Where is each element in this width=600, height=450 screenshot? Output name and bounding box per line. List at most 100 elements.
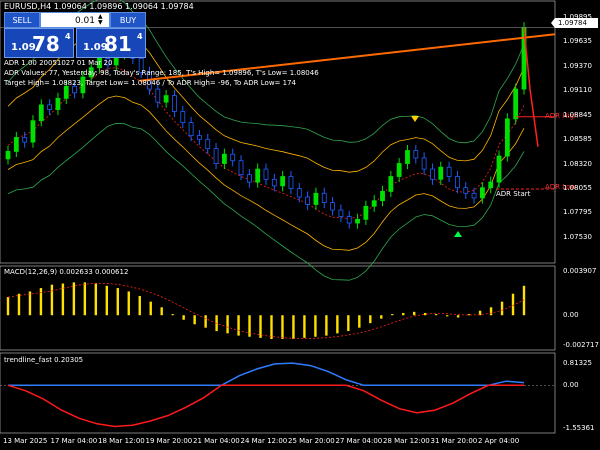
candle-body (163, 95, 169, 103)
macd-bar (336, 315, 339, 334)
time-axis-label: 25 Mar 20:00 (288, 437, 335, 445)
one-click-trading-panel: SELL 0.01 ▲ ▼ BUY 1.09 78 4 1.09 81 4 (4, 12, 146, 58)
macd-signal-line (7, 282, 525, 340)
candle-body (105, 57, 111, 66)
macd-bar (182, 315, 185, 320)
time-axis-label: 27 Mar 04:00 (335, 437, 383, 445)
macd-bar (72, 282, 76, 316)
buy-price-box[interactable]: 1.09 81 4 (76, 28, 146, 58)
macd-bar (456, 315, 460, 318)
candle-body (346, 216, 352, 224)
sell-signal-arrow (411, 116, 419, 122)
buy-price-main: 81 (104, 32, 132, 56)
lot-size-input[interactable]: 0.01 ▲ ▼ (40, 12, 110, 28)
macd-bar (138, 295, 141, 316)
macd-title: MACD(12,26,9) 0.002633 0.000612 (4, 268, 129, 276)
macd-bar (347, 315, 350, 332)
price-axis-label: 1.09370 (563, 61, 592, 70)
candle-body (246, 174, 252, 183)
time-axis-label: 31 Mar 20:00 (430, 437, 478, 445)
adr-info-line-1: ADR 1.00 20051027 01 Mar 20 (4, 59, 113, 67)
adr-trendline (139, 33, 556, 82)
candle-body (305, 196, 311, 205)
candle-body (371, 200, 377, 207)
macd-bar (325, 315, 328, 336)
candle-body (180, 111, 186, 123)
sell-button[interactable]: SELL (4, 12, 40, 28)
macd-bar (94, 283, 98, 316)
price-axis-label: 1.08585 (563, 134, 592, 143)
macd-axis-label: 0.003907 (563, 267, 597, 275)
price-axis-label: 1.09895 (563, 13, 592, 21)
macd-bar (391, 314, 394, 316)
macd-bar (237, 315, 240, 336)
candle-body (30, 120, 36, 143)
adr-low-label: ADR Low (545, 183, 577, 191)
candle-body (463, 187, 469, 194)
macd-bar (248, 315, 251, 337)
price-axis-label: 1.07530 (563, 233, 592, 241)
trendline-axis-label: 0.81325 (563, 359, 592, 367)
trendline-axis-label: -1.55361 (563, 424, 595, 432)
price-axis-label: 1.09110 (563, 86, 592, 95)
candle-body (496, 155, 502, 183)
macd-bar (6, 297, 10, 316)
buy-button[interactable]: BUY (110, 12, 146, 28)
macd-bar (478, 310, 482, 316)
candle-body (438, 166, 444, 180)
trend-negative-line (7, 384, 524, 428)
upper-outer-band (7, 0, 525, 144)
macd-bar (522, 285, 526, 316)
candle-body (388, 176, 394, 192)
macd-bar (226, 315, 229, 334)
macd-bar (259, 315, 262, 338)
candle-body (72, 85, 77, 94)
candle-body (13, 137, 19, 152)
candle-body (338, 209, 344, 217)
chart-title: EURUSD,H4 1.09064 1.09896 1.09064 1.0978… (4, 2, 194, 11)
macd-panel-frame (0, 265, 556, 351)
candle-body (479, 187, 485, 199)
macd-axis-label: -0.002717 (563, 341, 599, 349)
candle-body (213, 148, 219, 164)
lower-inner-band (7, 95, 525, 251)
sell-price-box[interactable]: 1.09 78 4 (4, 28, 74, 58)
candle-body (363, 205, 369, 220)
adr-high-label: ADR High (545, 112, 579, 120)
candle-body (221, 153, 227, 164)
candle-body (88, 67, 94, 78)
time-axis-label: 13 Mar 2025 (3, 437, 48, 445)
candle-body (280, 176, 286, 187)
lot-stepper[interactable]: ▲ ▼ (98, 13, 103, 26)
time-axis-label: 28 Mar 12:00 (383, 437, 430, 445)
price-axis-label: 1.07795 (563, 208, 592, 217)
sell-price-main: 78 (32, 32, 60, 56)
macd-bar (500, 301, 504, 316)
trend-panel-frame (0, 352, 556, 434)
macd-bar (434, 314, 438, 316)
candle-body (55, 97, 61, 110)
macd-bar (105, 285, 109, 316)
candle-body (330, 202, 335, 211)
macd-bar (61, 283, 65, 316)
candle-body (138, 57, 144, 73)
macd-bar (467, 314, 471, 316)
macd-bar (39, 288, 43, 316)
candle-body (421, 157, 427, 170)
candle-body (413, 150, 419, 159)
macd-bar (303, 315, 306, 338)
macd-bar (160, 307, 163, 316)
candle-body (446, 166, 452, 177)
macd-histogram (6, 282, 526, 340)
candle-body (313, 192, 319, 205)
candle-body (488, 181, 494, 189)
trendline-fast-series (0, 362, 555, 428)
time-axis-label: 2 Apr 04:00 (478, 437, 520, 445)
time-axis-label: 21 Mar 04:00 (193, 437, 240, 445)
candle-body (22, 137, 28, 143)
candle-body (263, 168, 269, 180)
adr-info-line-3: Target High= 1.08823, Target Low= 1.0804… (4, 79, 296, 87)
macd-bar (489, 307, 493, 316)
candle-body (97, 57, 102, 69)
